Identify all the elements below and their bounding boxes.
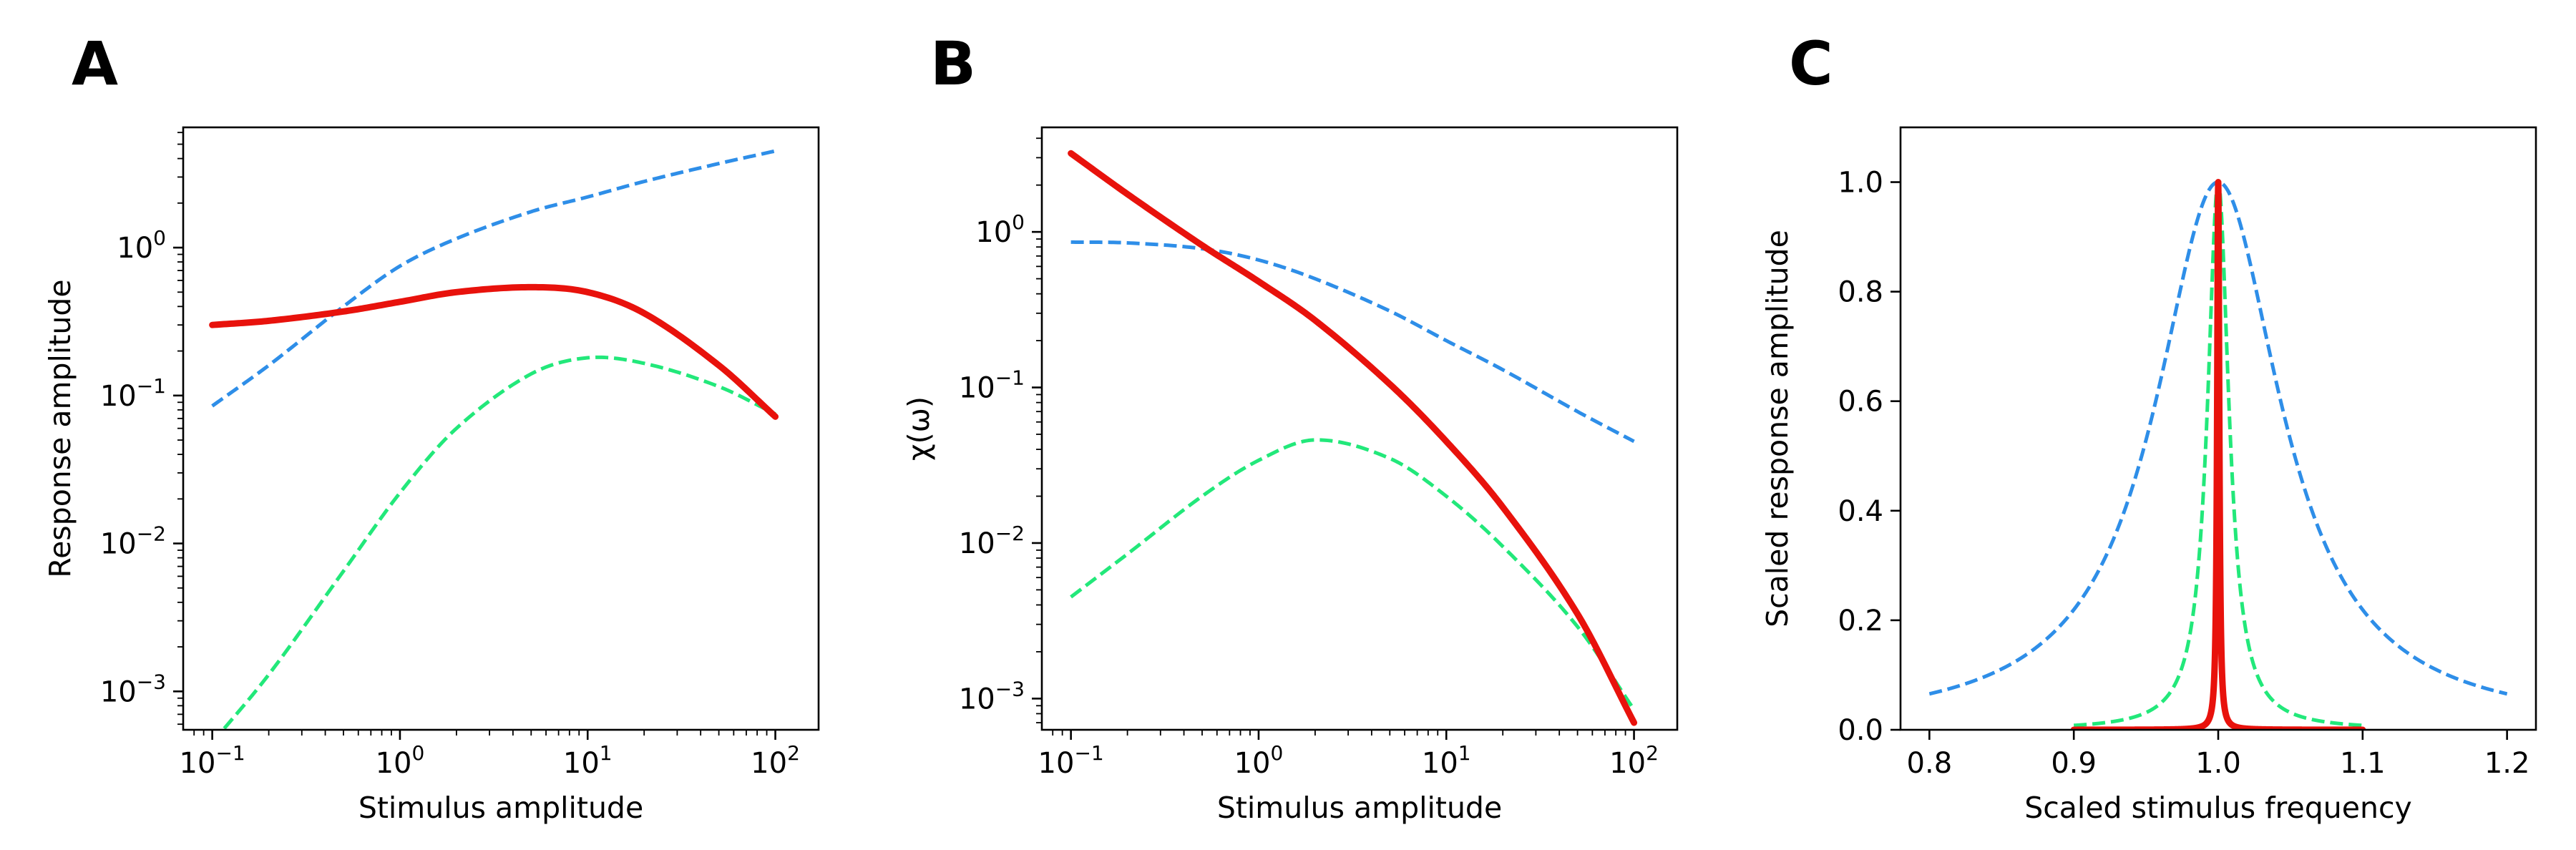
x-axis-label: Scaled stimulus frequency: [2024, 791, 2412, 825]
y-tick-label: 0.2: [1838, 605, 1883, 638]
y-tick-label: 100: [975, 210, 1025, 249]
x-axis-label: Stimulus amplitude: [358, 791, 643, 825]
y-tick-label: 0.8: [1838, 276, 1883, 309]
series-line-green-dashed: [220, 355, 776, 730]
series-group: [1068, 150, 1638, 726]
x-tick-label: 100: [1234, 741, 1284, 780]
y-tick-label: 0.4: [1838, 495, 1883, 528]
x-tick-label: 10−1: [1038, 741, 1104, 780]
series-group: [1928, 179, 2509, 730]
y-tick-label: 100: [117, 226, 166, 265]
y-tick-label: 10−2: [100, 522, 166, 561]
series-line-green-dashed: [1070, 438, 1636, 711]
y-tick-label: 10−3: [959, 677, 1025, 715]
series-group: [209, 149, 779, 730]
y-tick-label: 10−1: [100, 374, 166, 413]
x-tick-label: 101: [563, 741, 613, 780]
y-axis-label: χ(ω): [902, 396, 936, 461]
x-tick-label: 101: [1422, 741, 1471, 780]
x-tick-label: 0.8: [1907, 747, 1953, 780]
x-tick-label: 100: [376, 741, 425, 780]
series-line-red-solid: [209, 283, 779, 420]
x-tick-label: 102: [751, 741, 800, 780]
series-line-red-solid: [2070, 179, 2366, 730]
series-line-blue-dashed: [211, 149, 776, 408]
x-tick-label: 10−1: [180, 741, 245, 780]
y-tick-label: 10−2: [959, 522, 1025, 560]
panel-letter: A: [72, 29, 118, 99]
series-line-red-solid: [1068, 150, 1638, 726]
y-tick-label: 1.0: [1838, 167, 1883, 200]
series-line-blue-dashed: [1070, 240, 1635, 444]
panel-letter: B: [930, 29, 976, 99]
panel-C: C 0.8 0.9 1.0 1.1 1.2 0.0 0.2 0.4 0.6 0.8 1.0 Scaled…: [1760, 29, 2537, 825]
y-axis-label: Response amplitude: [43, 279, 77, 577]
y-tick-label: 10−3: [100, 670, 166, 708]
y-tick-label: 0.0: [1838, 714, 1883, 747]
panel-B: B 10−1 100 101 102 10−3 10−2 10−1 100 Stimulus am…: [902, 29, 1679, 825]
x-tick-label: 0.9: [2051, 747, 2097, 780]
x-tick-label: 1.1: [2340, 747, 2386, 780]
x-tick-label: 102: [1609, 741, 1659, 780]
series-line-blue-dashed: [1928, 180, 2509, 696]
x-tick-label: 1.0: [2195, 747, 2241, 780]
y-tick-label: 10−1: [959, 366, 1025, 405]
panel-letter: C: [1789, 29, 1833, 99]
y-axis-label: Scaled response amplitude: [1760, 230, 1795, 627]
y-tick-label: 0.6: [1838, 386, 1883, 419]
panel-A: A 10−1 100 101 102 10−3 10−2 10−1 100 Stimulus am…: [43, 29, 820, 825]
axes-frame: [182, 126, 820, 731]
x-axis-label: Stimulus amplitude: [1217, 791, 1502, 825]
x-tick-label: 1.2: [2484, 747, 2530, 780]
axes-frame: [1040, 126, 1679, 731]
